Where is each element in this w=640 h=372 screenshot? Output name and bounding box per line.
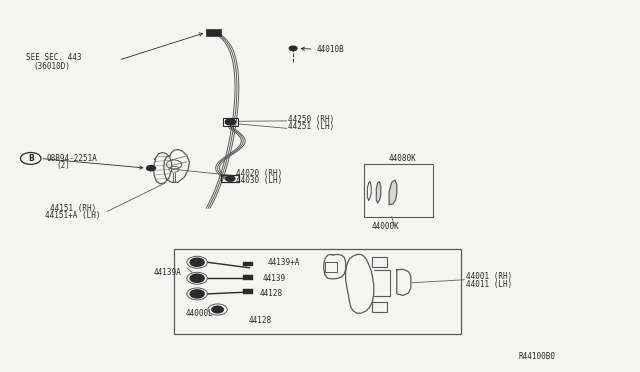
Bar	[372, 257, 387, 267]
Text: 44080K: 44080K	[389, 154, 417, 163]
Circle shape	[190, 290, 204, 298]
Text: 44139: 44139	[262, 274, 285, 283]
Text: 44151 (RH): 44151 (RH)	[50, 204, 96, 213]
Text: 44011 (LH): 44011 (LH)	[466, 280, 512, 289]
Text: 44020 (RH): 44020 (RH)	[236, 169, 282, 178]
Text: 44139+A: 44139+A	[268, 258, 300, 267]
Text: 44001 (RH): 44001 (RH)	[466, 272, 512, 281]
Text: 44139A: 44139A	[154, 268, 181, 277]
Bar	[243, 275, 253, 280]
Circle shape	[190, 274, 204, 282]
Text: 44030 (LH): 44030 (LH)	[236, 176, 282, 185]
Bar	[243, 262, 253, 266]
Text: 44128: 44128	[260, 289, 283, 298]
Circle shape	[289, 46, 297, 51]
Circle shape	[226, 176, 235, 181]
Text: 44151+A (LH): 44151+A (LH)	[45, 211, 100, 220]
Circle shape	[147, 166, 156, 171]
Text: R44100B0: R44100B0	[518, 352, 556, 361]
Text: 44250 (RH): 44250 (RH)	[288, 115, 334, 124]
Text: 44128: 44128	[248, 316, 271, 325]
Text: 44000L: 44000L	[186, 309, 213, 318]
Polygon shape	[389, 180, 397, 205]
Bar	[325, 262, 337, 272]
Bar	[364, 164, 433, 217]
Circle shape	[212, 306, 223, 313]
Bar	[221, 175, 239, 182]
Bar	[206, 29, 221, 36]
Text: 08B94-2251A: 08B94-2251A	[46, 154, 97, 163]
Polygon shape	[376, 182, 381, 203]
Bar	[174, 249, 461, 334]
Text: (2): (2)	[56, 161, 70, 170]
Bar	[243, 289, 253, 294]
Text: 44251 (LH): 44251 (LH)	[288, 122, 334, 131]
Circle shape	[190, 258, 204, 266]
Text: B: B	[28, 154, 33, 163]
Circle shape	[225, 119, 236, 125]
Bar	[372, 302, 387, 312]
Bar	[223, 118, 238, 126]
Text: 44000K: 44000K	[371, 222, 399, 231]
Text: 44010B: 44010B	[317, 45, 344, 54]
Text: SEE SEC. 443: SEE SEC. 443	[26, 53, 81, 62]
Text: (36010D): (36010D)	[33, 62, 70, 71]
